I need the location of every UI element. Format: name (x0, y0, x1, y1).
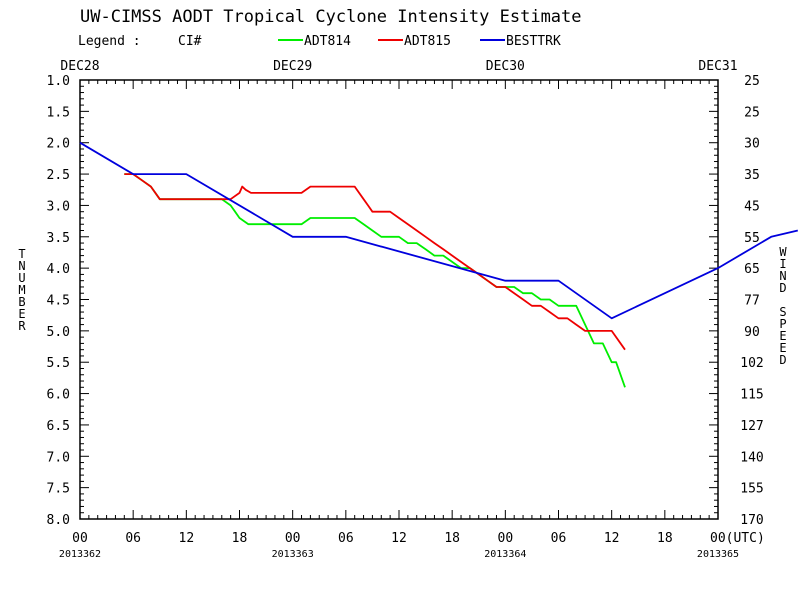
legend-label-adt815: ADT815 (404, 34, 451, 49)
y-tick-label: 6.5 (47, 419, 70, 434)
chart-title: UW-CIMSS AODT Tropical Cyclone Intensity… (80, 7, 582, 27)
y-tick-label: 1.5 (47, 105, 70, 120)
top-date-label: DEC30 (486, 59, 525, 74)
x-tick-label: 12 (391, 531, 407, 546)
legend-type-label: CI# (178, 34, 202, 49)
right-axis-title-char: E (779, 341, 786, 355)
wind-tick-label: 30 (744, 137, 760, 152)
julian-date-label: 2013362 (59, 549, 101, 560)
x-tick-label: 18 (232, 531, 248, 546)
wind-tick-label: 65 (744, 262, 760, 277)
wind-tick-label: 25 (744, 105, 760, 120)
left-axis-title-char: U (18, 271, 25, 285)
wind-tick-label: 170 (740, 513, 763, 528)
x-tick-label: 00 (285, 531, 301, 546)
x-tick-label: 00 (72, 531, 88, 546)
y-tick-label: 4.5 (47, 294, 70, 309)
legend-label-besttrk: BESTTRK (506, 34, 561, 49)
wind-tick-label: 55 (744, 231, 760, 246)
plot-border (79, 79, 719, 520)
y-tick-label: 2.0 (47, 137, 70, 152)
right-axis-title-char: I (779, 257, 786, 271)
plot-frame (79, 79, 719, 520)
y-tick-label: 1.0 (47, 74, 70, 89)
right-axis-title-char: D (779, 281, 786, 295)
y-tick-label: 7.0 (47, 450, 70, 465)
wind-tick-label: 140 (740, 450, 763, 465)
wind-tick-label: 127 (740, 419, 763, 434)
right-axis-title-char: P (779, 317, 786, 331)
right-axis-title-char: S (779, 305, 786, 319)
julian-date-label: 2013364 (484, 549, 526, 560)
y-tick-label: 5.5 (47, 356, 70, 371)
y-tick-label: 4.0 (47, 262, 70, 277)
legend-prefix: Legend : (78, 34, 141, 49)
axis-ticks (79, 79, 719, 520)
y-tick-label: 3.0 (47, 199, 70, 214)
left-axis-title-char: T (18, 247, 25, 261)
julian-date-label: 2013365 (697, 549, 739, 560)
julian-date-label: 2013363 (272, 549, 314, 560)
legend: ADT814 ADT815 BESTTRK (278, 34, 561, 49)
top-date-label: DEC31 (698, 59, 737, 74)
wind-tick-label: 115 (740, 388, 763, 403)
left-axis-title-char: E (18, 307, 25, 321)
wind-tick-label: 90 (744, 325, 760, 340)
x-tick-label: 06 (125, 531, 141, 546)
data-series (79, 141, 799, 388)
top-date-label: DEC29 (273, 59, 312, 74)
wind-tick-label: 25 (744, 74, 760, 89)
left-axis-title-char: M (18, 283, 25, 297)
x-tick-label: 06 (338, 531, 354, 546)
x-tick-label: 12 (179, 531, 195, 546)
x-tick-label: 18 (657, 531, 673, 546)
right-axis-title-char: N (779, 269, 786, 283)
x-tick-label: 12 (604, 531, 620, 546)
series-line-besttrk (79, 141, 799, 320)
y-tick-label: 5.0 (47, 325, 70, 340)
wind-tick-label: 102 (740, 356, 763, 371)
right-axis-title-char: D (779, 353, 786, 367)
wind-tick-label: 35 (744, 168, 760, 183)
y-tick-label: 8.0 (47, 513, 70, 528)
top-date-label: DEC28 (60, 59, 99, 74)
left-axis-title-char: B (18, 295, 25, 309)
x-tick-label: 06 (551, 531, 567, 546)
y-tick-label: 6.0 (47, 388, 70, 403)
left-axis-title-char: R (18, 319, 26, 333)
legend-label-adt814: ADT814 (304, 34, 351, 49)
series-line-adt815 (124, 173, 626, 351)
series-line-adt814 (124, 173, 626, 388)
x-tick-label: 00 (498, 531, 514, 546)
right-axis-title-char: W (779, 245, 787, 259)
left-axis-title-char: N (18, 259, 25, 273)
wind-tick-label: 77 (744, 294, 760, 309)
y-tick-label: 7.5 (47, 482, 70, 497)
y-tick-label: 3.5 (47, 231, 70, 246)
y-tick-label: 2.5 (47, 168, 70, 183)
wind-tick-label: 45 (744, 199, 760, 214)
x-tick-label: 18 (444, 531, 460, 546)
wind-tick-label: 155 (740, 482, 763, 497)
x-tick-label: 00(UTC) (710, 531, 765, 546)
axis-labels: 1.0 1.5 2.0 2.5 3.0 3.5 4.0 4.5 5.0 5.5 6.0 6.5 7.0 7… (18, 59, 787, 560)
right-axis-title-char: E (779, 329, 786, 343)
